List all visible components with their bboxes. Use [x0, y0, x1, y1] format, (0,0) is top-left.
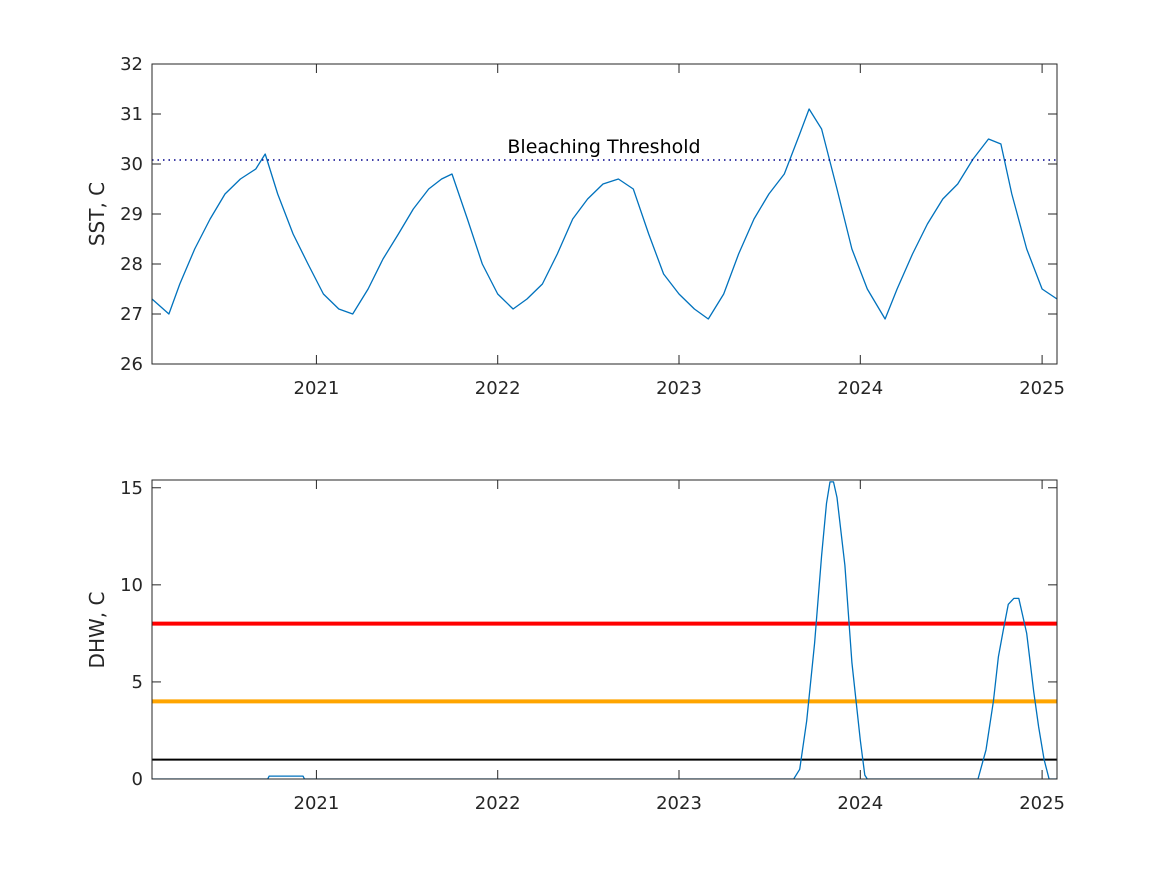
dhw-plot-area: [152, 481, 1057, 779]
dhw-ytick-label: 15: [120, 478, 143, 499]
dhw-xtick-label: 2023: [656, 793, 702, 814]
sst-xtick-label: 2022: [475, 378, 521, 399]
sst-ytick-label: 28: [120, 254, 143, 275]
sst-xtick-label: 2021: [294, 378, 340, 399]
dhw-axes: DHW, C 2021 2022 2023 2024 2025 0 5 10 15: [85, 478, 1065, 814]
sst-xtick-label: 2023: [656, 378, 702, 399]
dhw-xtick-label: 2024: [837, 793, 883, 814]
sst-ytick-label: 31: [120, 104, 143, 125]
bleaching-threshold-label: Bleaching Threshold: [507, 136, 700, 158]
sst-ytick-label: 32: [120, 54, 143, 75]
sst-ylabel: SST, C: [85, 182, 109, 246]
dhw-ylabel: DHW, C: [85, 592, 109, 669]
sst-plot-area: [152, 108, 1057, 320]
sst-ytick-label: 30: [120, 154, 143, 175]
dhw-ytick-label: 5: [132, 672, 143, 693]
dhw-axes-frame: [151, 479, 1058, 780]
sst-ytick-label: 29: [120, 204, 143, 225]
dhw-xtick-label: 2022: [475, 793, 521, 814]
sst-ytick-label: 26: [120, 354, 143, 375]
sst-xtick-label: 2024: [837, 378, 883, 399]
dhw-ytick-label: 10: [120, 575, 143, 596]
sst-series-line: [152, 108, 1057, 320]
dhw-ytick-label: 0: [132, 769, 143, 790]
sst-ytick-label: 27: [120, 304, 143, 325]
dhw-xtick-label: 2025: [1019, 793, 1065, 814]
sst-xtick-label: 2025: [1019, 378, 1065, 399]
sst-axes: SST, C Bleaching Threshold 2021 2022 2023 2…: [85, 54, 1065, 399]
dhw-series-line: [152, 481, 1057, 779]
dhw-xtick-label: 2021: [294, 793, 340, 814]
